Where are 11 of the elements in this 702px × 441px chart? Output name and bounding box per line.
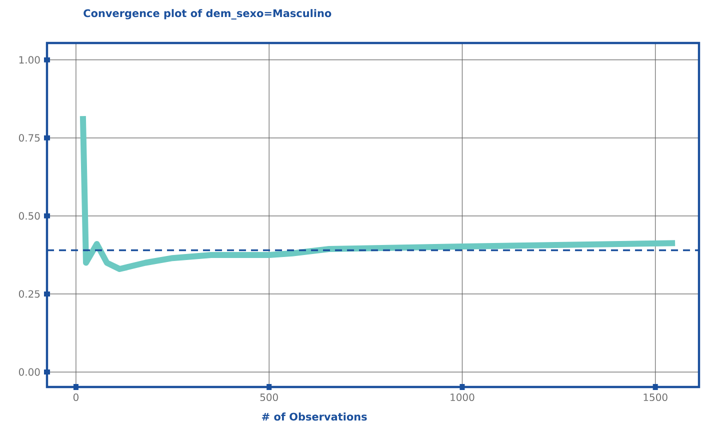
y-tick-label: 0.25	[18, 290, 40, 298]
x-tick-label: 1000	[450, 394, 474, 402]
y-tick-label: 0.50	[18, 212, 40, 220]
chart-title: Convergence plot of dem_sexo=Masculino	[84, 9, 332, 20]
x-tick-label: 0	[73, 394, 78, 402]
y-tick-label: 0.75	[18, 134, 40, 142]
x-tick-label: 500	[260, 394, 278, 402]
x-axis-title: # of Observations	[262, 412, 367, 421]
y-tick-label: 1.00	[19, 56, 40, 64]
y-tick-label: 0.00	[18, 368, 40, 376]
x-tick-label: 1500	[644, 394, 668, 402]
